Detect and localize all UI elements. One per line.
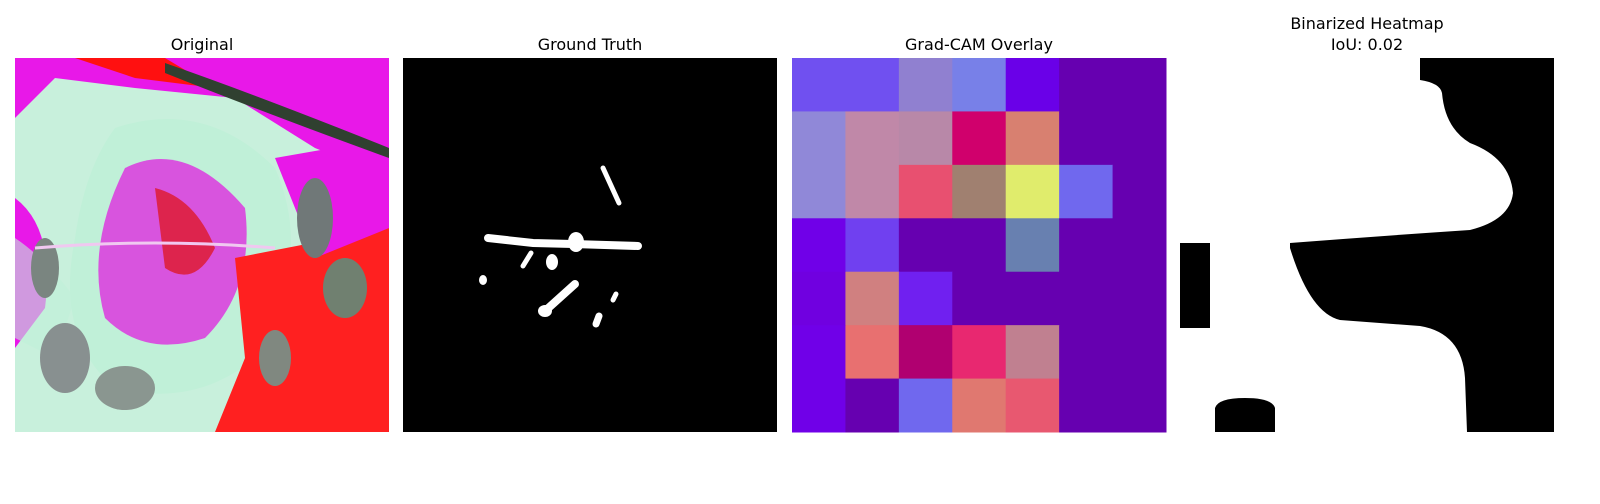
heatmap-cell — [845, 325, 900, 380]
ground-truth-mask — [403, 58, 777, 432]
panel-title: Binarized Heatmap — [1290, 14, 1443, 33]
heatmap-cell — [952, 378, 1007, 433]
heatmap-cell — [1112, 111, 1167, 166]
heatmap-cell — [845, 58, 900, 112]
heatmap-cell — [952, 218, 1007, 273]
heatmap-cell — [1112, 271, 1167, 326]
panel-title: Ground Truth — [538, 35, 643, 54]
heatmap-cell — [1059, 325, 1114, 380]
heatmap-cell — [1005, 378, 1060, 433]
heatmap-cell — [792, 378, 846, 433]
heatmap-cell — [898, 218, 953, 273]
heatmap-cell — [952, 111, 1007, 166]
heatmap-cell — [1059, 58, 1114, 112]
heatmap-cell — [952, 58, 1007, 112]
heatmap-cell — [1005, 271, 1060, 326]
heatmap-cell — [1005, 325, 1060, 380]
heatmap-cell — [1059, 378, 1114, 433]
heatmap-cell — [898, 271, 953, 326]
heatmap-cell — [845, 271, 900, 326]
heatmap-cell — [792, 111, 846, 166]
panel-title: Grad-CAM Overlay — [905, 35, 1053, 54]
heatmap-cell — [952, 325, 1007, 380]
heatmap-cell — [845, 378, 900, 433]
heatmap-cell — [898, 58, 953, 112]
heatmap-cell — [1112, 378, 1167, 433]
heatmap-cell — [1112, 164, 1167, 219]
heatmap-cell — [845, 111, 900, 166]
heatmap-cell — [1112, 218, 1167, 273]
panel-title: IoU: 0.02 — [1331, 35, 1403, 54]
heatmap-cell — [898, 164, 953, 219]
heatmap-cell — [1059, 218, 1114, 273]
heatmap-cell — [845, 218, 900, 273]
heatmap-cell — [792, 325, 846, 380]
heatmap-cell — [952, 164, 1007, 219]
heatmap-cell — [845, 164, 900, 219]
heatmap-cell — [1005, 164, 1060, 219]
heatmap-cell — [1059, 111, 1114, 166]
heatmap-cell — [1005, 218, 1060, 273]
heatmap-cell — [792, 58, 846, 112]
binarized-heatmap — [1180, 58, 1554, 432]
heatmap-cell — [1059, 164, 1114, 219]
heatmap-cell — [1112, 325, 1167, 380]
original-image — [15, 58, 389, 432]
panel-title: Original — [171, 35, 234, 54]
heatmap-cell — [792, 164, 846, 219]
heatmap-cell — [1005, 111, 1060, 166]
heatmap-cell — [1005, 58, 1060, 112]
heatmap-cell — [792, 271, 846, 326]
gradcam-overlay — [792, 58, 1167, 433]
heatmap-cell — [898, 111, 953, 166]
heatmap-cell — [952, 271, 1007, 326]
heatmap-cell — [1112, 58, 1167, 112]
heatmap-cell — [792, 218, 846, 273]
heatmap-cell — [1059, 271, 1114, 326]
heatmap-cell — [898, 325, 953, 380]
heatmap-cell — [898, 378, 953, 433]
